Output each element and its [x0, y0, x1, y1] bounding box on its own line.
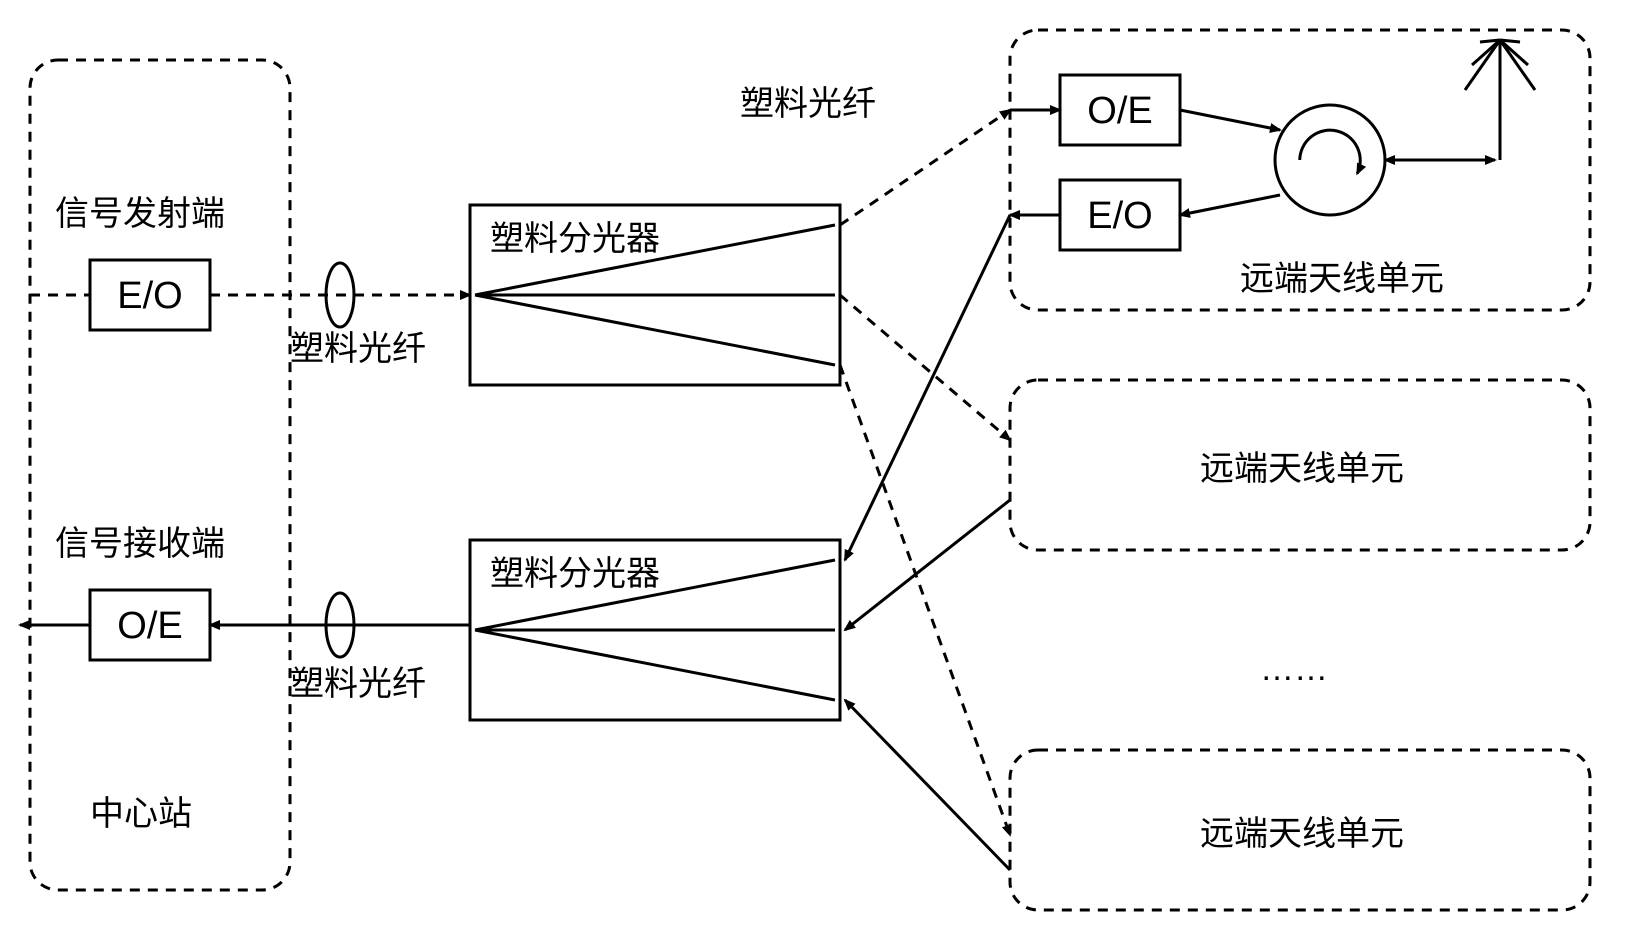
rau1-oe-box-label: O/E	[1087, 90, 1152, 132]
circulator-arc	[1300, 130, 1360, 173]
splitter-top-out-0	[840, 110, 1010, 225]
splitter-top-label: 塑料分光器	[490, 220, 660, 258]
rau1-eo-box-label: E/O	[1087, 195, 1152, 237]
tx-label: 信号发射端	[55, 195, 225, 233]
rx-oe-box-label: O/E	[117, 605, 182, 647]
circulator-icon	[1275, 105, 1385, 215]
rau-ellipsis: ……	[1260, 650, 1328, 688]
splitter-top-out-2	[840, 365, 1010, 835]
rau3-label: 远端天线单元	[1200, 815, 1404, 853]
central-station-label: 中心站	[90, 795, 192, 833]
rau1-label: 远端天线单元	[1240, 260, 1444, 298]
splitter-bottom-in-2	[845, 700, 1010, 870]
rau2-label: 远端天线单元	[1200, 450, 1404, 488]
fiber-label-top: 塑料光纤	[290, 330, 426, 368]
central-station-border	[30, 60, 290, 890]
fiber-label-bottom: 塑料光纤	[290, 665, 426, 703]
fiber-label-top-right: 塑料光纤	[740, 85, 876, 123]
splitter-top-out-1	[840, 295, 1010, 440]
antenna-icon	[1465, 40, 1535, 160]
splitter-bottom-label: 塑料分光器	[490, 555, 660, 593]
rau1-oe_to_circ	[1180, 110, 1280, 130]
rau1-circ_to_eo	[1180, 195, 1280, 215]
splitter-bottom-in-0	[845, 215, 1010, 560]
tx-eo-box-label: E/O	[117, 275, 182, 317]
rx-label: 信号接收端	[55, 525, 225, 563]
